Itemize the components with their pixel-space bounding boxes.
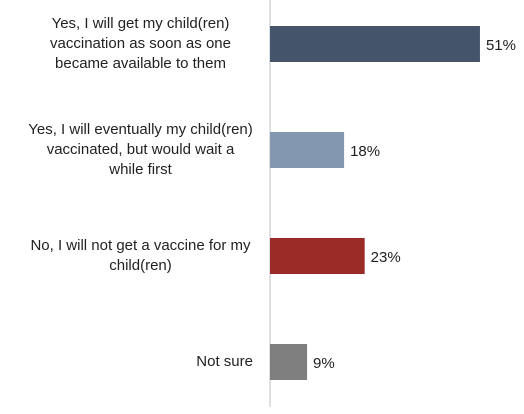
category-label: Yes, I will get my child(ren) vaccinatio…	[50, 15, 231, 72]
category-label: No, I will not get a vaccine for my chil…	[30, 237, 251, 274]
bar	[270, 238, 365, 274]
category-label-box: Not sure	[0, 310, 253, 414]
value-label: 9%	[313, 355, 335, 372]
value-label: 51%	[486, 37, 516, 54]
category-label: Yes, I will eventually my child(ren) vac…	[28, 121, 253, 178]
category-label-box: Yes, I will eventually my child(ren) vac…	[0, 98, 253, 202]
category-label: Not sure	[196, 353, 253, 370]
bar	[270, 132, 345, 168]
category-label-box: Yes, I will get my child(ren) vaccinatio…	[0, 0, 253, 96]
category-label-box: No, I will not get a vaccine for my chil…	[0, 204, 253, 308]
bar	[270, 26, 480, 62]
bar	[270, 344, 308, 380]
value-label: 18%	[350, 143, 380, 160]
value-label: 23%	[371, 249, 401, 266]
